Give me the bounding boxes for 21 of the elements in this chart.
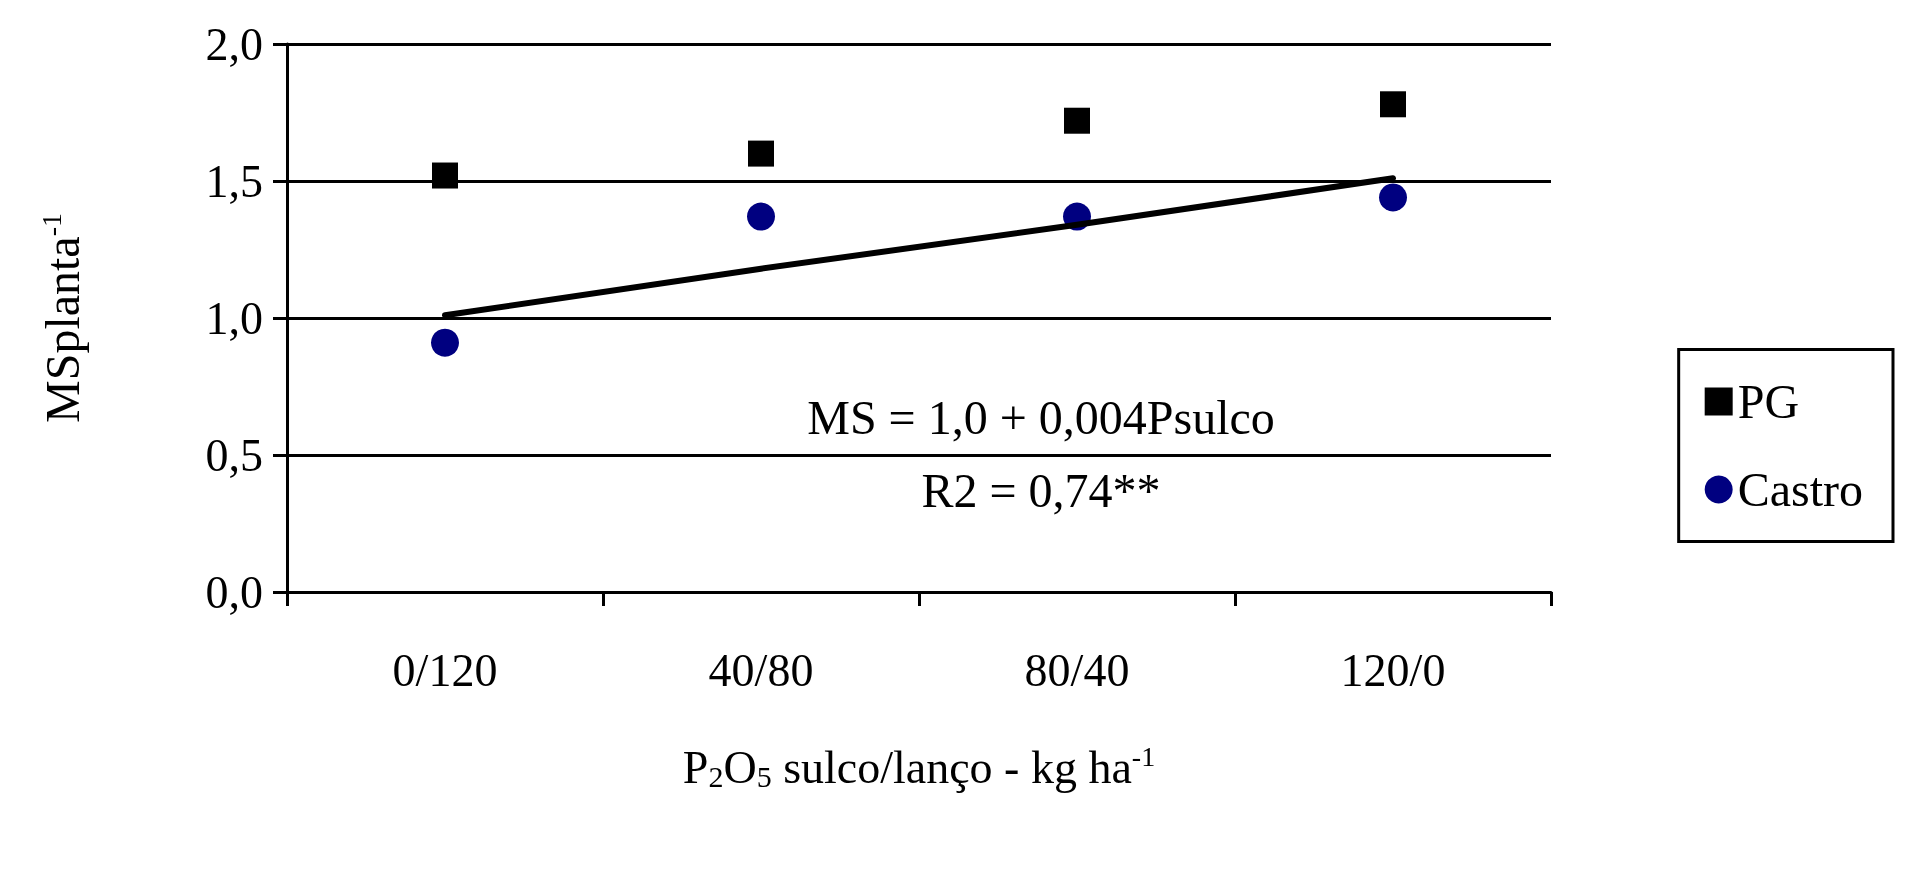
x-tick-label: 120/0 <box>1340 644 1446 696</box>
point <box>1380 91 1406 118</box>
legend-label: PG <box>1737 375 1800 428</box>
point <box>1379 183 1407 212</box>
y-tick-label: 2,0 <box>205 18 263 70</box>
point <box>748 140 774 167</box>
y-tick-label: 0,5 <box>205 429 263 481</box>
y-axis-title: MSplanta-1 <box>35 213 89 423</box>
y-tick-label: 0,0 <box>205 566 263 618</box>
x-tick-label: 80/40 <box>1024 644 1130 696</box>
y-tick-label: 1,5 <box>205 155 263 207</box>
x-tick-label: 40/80 <box>708 644 814 696</box>
annotation: MS = 1,0 + 0,004Psulco <box>807 390 1275 444</box>
point <box>1064 107 1090 134</box>
point <box>431 328 459 357</box>
point <box>432 162 458 189</box>
x-tick-label: 0/120 <box>392 644 498 696</box>
y-tick-label: 1,0 <box>205 292 263 344</box>
legend-label: Castro <box>1737 463 1864 516</box>
point <box>747 202 775 231</box>
annotation: R2 = 0,74** <box>921 463 1161 517</box>
